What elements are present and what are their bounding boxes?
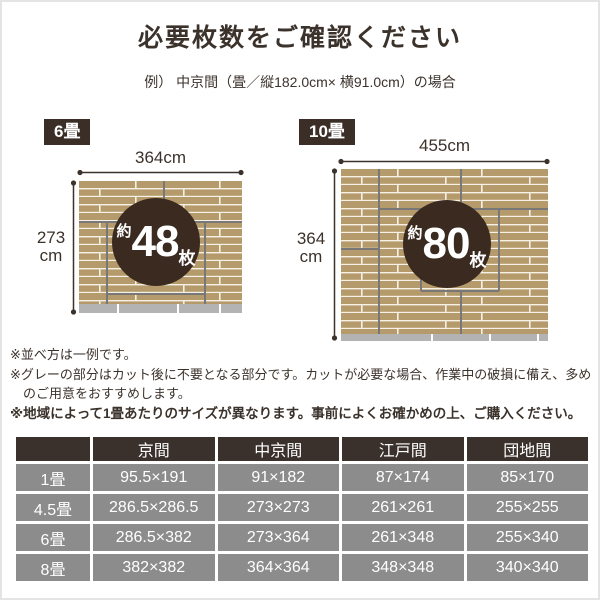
note-gray-cut: ※グレーの部分はカット後に不要となる部分です。カットが必要な場合、作業中の破損に… [10,366,592,402]
tile-count-badge-10: 約 80 枚 [403,200,491,288]
width-dimension-line-10 [338,158,550,165]
note-region-size: ※地域によって1畳あたりのサイズが異なります。事前によくお確かめの上、ご購入くだ… [10,405,582,421]
cell: 85×170 [466,464,588,491]
row-label: 4.5畳 [16,494,90,521]
cell: 286.5×382 [93,524,215,551]
height-value-10: 364 [296,229,326,248]
page-subtitle: 例） 中京間（畳／縦182.0cm× 横91.0cm）の場合 [144,74,456,90]
width-dimension-line-6 [77,169,244,176]
row-label: 1畳 [16,464,90,491]
table-row: 8畳 382×382 364×364 348×348 340×340 [16,554,588,581]
width-dimension-label-6: 364cm [134,148,187,167]
width-dimension-label-10: 455cm [418,136,471,155]
height-dimension-line-10 [331,168,338,341]
cell: 382×382 [93,554,215,581]
header-edoma: 江戸間 [342,437,464,461]
tatami-10-badge: 10畳 [299,119,355,145]
cell: 286.5×286.5 [93,494,215,521]
notes-section: ※並べ方は一例です。 ※グレーの部分はカット後に不要となる部分です。カットが必要… [10,345,598,423]
page-title: 必要枚数をご確認ください [137,24,462,52]
height-dimension-line-6 [70,180,77,315]
height-unit-10: cm [299,247,323,266]
row-label: 6畳 [16,524,90,551]
tatami-size-table: 京間 中京間 江戸間 団地間 1畳 95.5×191 91×182 87×174… [13,434,591,584]
cell: 255×255 [466,494,588,521]
header-empty [16,437,90,461]
header-danchima: 団地間 [466,437,588,461]
count-unit-6: 枚 [178,248,196,268]
height-unit-6: cm [39,246,63,265]
table-row: 6畳 286.5×382 273×364 261×348 255×340 [16,524,588,551]
row-label: 8畳 [16,554,90,581]
cell: 87×174 [342,464,464,491]
count-value-10: 80 [422,219,471,268]
header-kyoma: 京間 [93,437,215,461]
tile-count-badge-6: 約 48 枚 [112,198,200,286]
height-dimension-label-10: 364 cm [290,230,332,266]
cell: 261×261 [342,494,464,521]
height-value-6: 273 [36,228,66,247]
table-header-row: 京間 中京間 江戸間 団地間 [16,437,588,461]
table-row: 4.5畳 286.5×286.5 273×273 261×261 255×255 [16,494,588,521]
count-unit-10: 枚 [469,250,487,270]
cell: 273×364 [217,524,339,551]
count-prefix-6: 約 [116,222,132,240]
cell: 261×348 [342,524,464,551]
cell: 364×364 [217,554,339,581]
count-value-6: 48 [131,217,180,266]
height-dimension-label-6: 273 cm [30,229,72,265]
header-chukyoma: 中京間 [217,437,339,461]
cell: 273×273 [217,494,339,521]
cell: 95.5×191 [93,464,215,491]
table-row: 1畳 95.5×191 91×182 87×174 85×170 [16,464,588,491]
count-prefix-10: 約 [407,224,423,242]
note-arrangement: ※並べ方は一例です。 [10,347,137,362]
cell: 255×340 [466,524,588,551]
tatami-6-badge: 6畳 [44,119,91,145]
cell: 340×340 [466,554,588,581]
cell: 348×348 [342,554,464,581]
cell: 91×182 [217,464,339,491]
